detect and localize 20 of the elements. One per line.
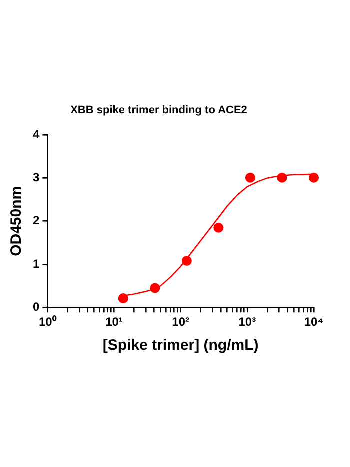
point [118, 294, 128, 304]
point [245, 172, 256, 183]
x-axis-title: [Spike trimer] (ng/mL) [102, 337, 259, 354]
x-tick-label: 10⁴ [304, 315, 324, 330]
y-tick-label: 0 [32, 300, 40, 314]
chart-title: XBB spike trimer binding to ACE2 [70, 104, 248, 117]
y-axis-title: OD450nm [8, 186, 26, 256]
y-tick-label: 4 [32, 128, 40, 142]
y-tick-label: 3 [32, 170, 40, 185]
point [277, 172, 288, 183]
x-tick-label: 10³ [238, 315, 256, 330]
point [214, 222, 224, 233]
x-tick-label: 10² [172, 315, 190, 330]
x-tick-label: 10¹ [106, 315, 123, 330]
point [309, 172, 319, 183]
y-tick-label: 2 [32, 214, 40, 228]
point [150, 283, 160, 294]
x-tick-label: 10⁰ [38, 315, 58, 330]
point [182, 256, 192, 266]
y-tick-label: 1 [32, 256, 40, 271]
